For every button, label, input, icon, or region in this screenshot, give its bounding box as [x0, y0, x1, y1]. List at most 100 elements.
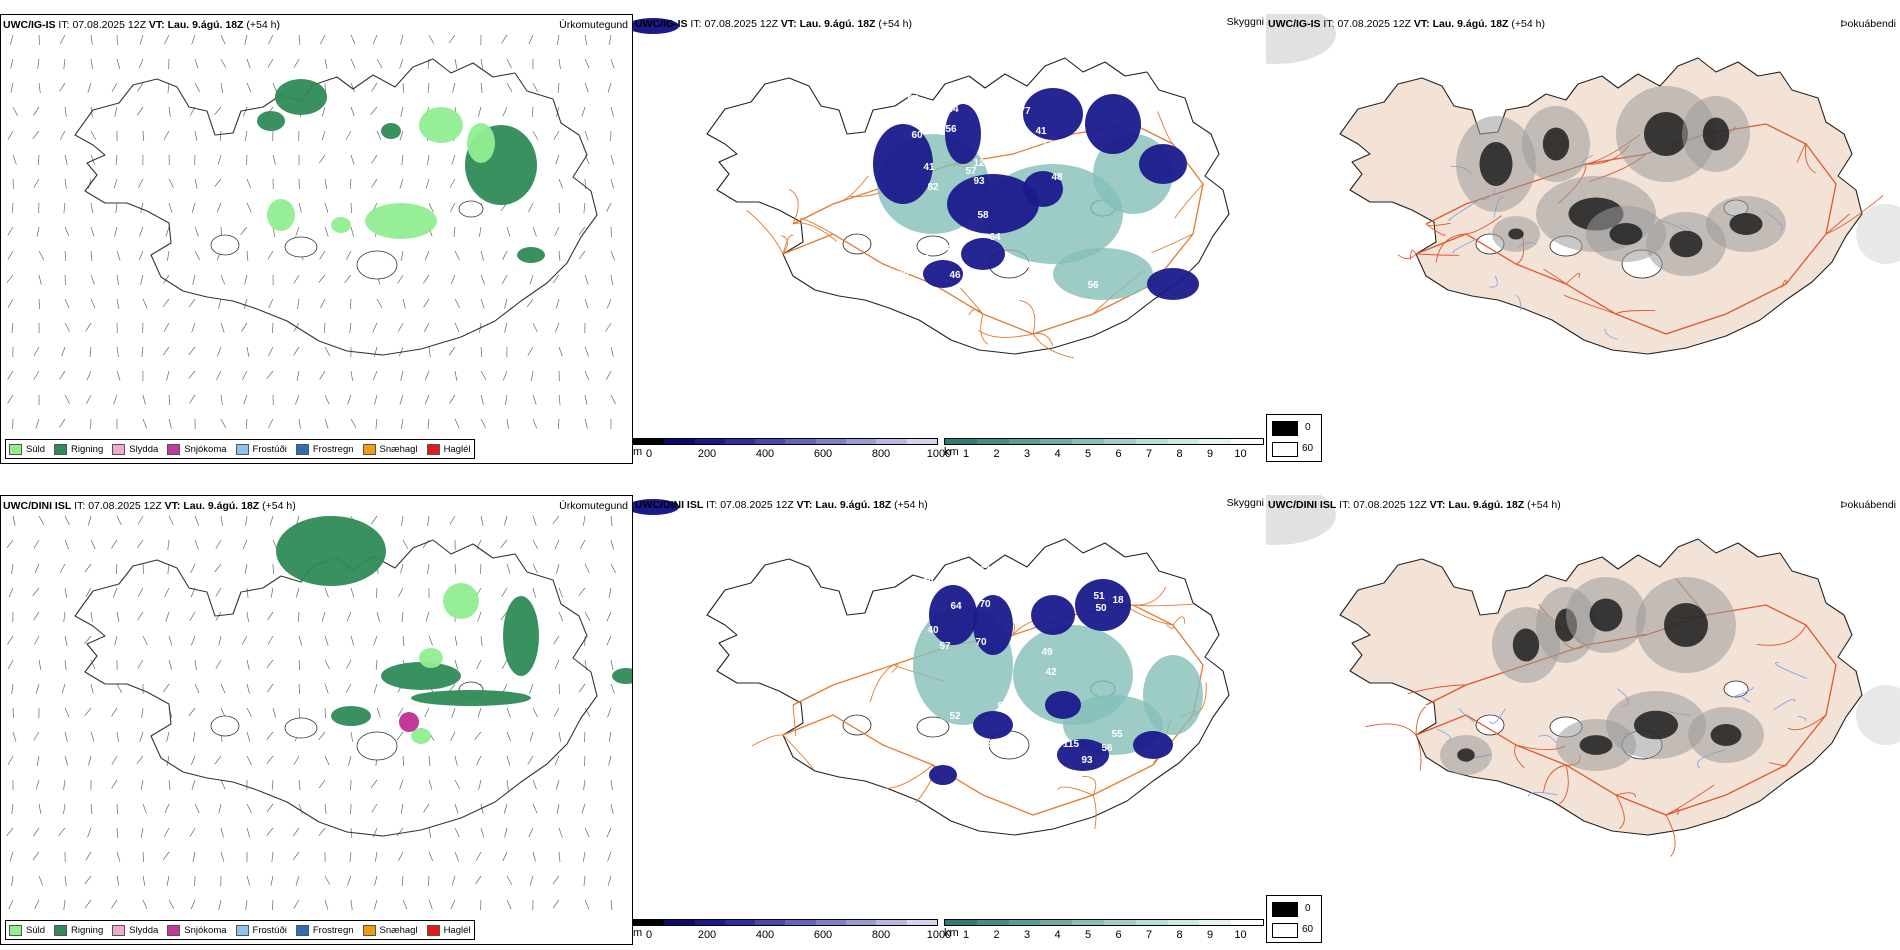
wind-barb — [345, 130, 352, 140]
wind-barb — [450, 274, 456, 285]
wind-barb — [610, 899, 613, 910]
wind-barb — [556, 803, 560, 814]
field-area — [1031, 595, 1075, 635]
wind-barb — [84, 707, 92, 717]
cloud-base-label: 94 — [907, 94, 919, 105]
wind-barb — [140, 202, 144, 213]
wind-barb — [220, 34, 226, 45]
wind-barb — [396, 827, 404, 837]
wind-barb — [59, 418, 66, 428]
wind-barb — [427, 563, 430, 574]
colorbar-strip — [944, 438, 1264, 445]
glacier-outline — [916, 716, 950, 738]
wind-barb — [502, 250, 508, 261]
wind-barb — [321, 130, 326, 141]
wind-barb — [532, 707, 538, 718]
road — [1092, 794, 1097, 830]
wind-barb — [85, 322, 92, 332]
colorbar-bin — [1008, 920, 1041, 925]
wind-barb — [116, 58, 121, 69]
wind-barb — [402, 539, 409, 549]
colorbar-bin — [815, 439, 847, 444]
legend-swatch — [362, 443, 376, 455]
wind-barb — [350, 635, 355, 646]
road — [1756, 624, 1807, 646]
grey-corner — [1856, 685, 1900, 745]
road — [1514, 744, 1525, 769]
cloud-base-label: 60 — [911, 130, 923, 141]
wind-barb — [584, 394, 588, 405]
legend-swatch — [9, 443, 22, 455]
cloud-base-label: 9 — [1024, 260, 1030, 271]
wind-barb — [7, 755, 14, 765]
legend-item: Snjókoma — [167, 443, 227, 455]
colorbar-bin — [1072, 439, 1104, 444]
wind-barb — [142, 418, 147, 429]
field-area — [275, 79, 327, 115]
dark-area — [1729, 213, 1763, 235]
wind-barb — [293, 346, 300, 356]
cover-legend: 0 60 — [1266, 414, 1322, 462]
wind-barb — [115, 202, 118, 213]
wind-barb — [402, 635, 405, 646]
wind-barb — [166, 731, 170, 742]
field-area — [633, 499, 679, 515]
wind-barb — [400, 803, 404, 814]
wind-barb — [295, 226, 300, 237]
cover-map — [1266, 14, 1900, 355]
wind-barb — [246, 803, 252, 814]
wind-barb — [555, 779, 560, 790]
wind-barb — [188, 298, 196, 308]
wind-barb — [84, 563, 92, 573]
field-area — [923, 260, 963, 288]
wind-barb — [554, 539, 560, 550]
wind-barb — [116, 875, 120, 886]
wind-barb — [64, 659, 67, 670]
wind-barb — [448, 34, 456, 44]
wind-barb — [142, 563, 145, 574]
wind-barb — [584, 827, 590, 838]
colorbar-tick: 5 — [1084, 929, 1092, 941]
wind-barb — [246, 202, 252, 213]
wind-barb — [218, 803, 222, 814]
wind-barb — [349, 322, 352, 333]
wind-barb — [449, 202, 456, 212]
wind-barb — [137, 587, 144, 597]
wind-barb — [400, 34, 404, 45]
wind-barb — [502, 274, 508, 285]
cloud-base-label: 48 — [1023, 719, 1035, 730]
wind-barb — [220, 515, 223, 526]
wind-barb — [350, 731, 353, 742]
road — [869, 664, 894, 703]
road — [1615, 792, 1637, 798]
wind-barb — [272, 82, 278, 93]
wind-barb — [298, 659, 301, 670]
wind-barb — [188, 346, 196, 356]
wind-barb — [84, 635, 92, 644]
wind-barb — [607, 82, 612, 93]
wind-barb — [293, 274, 300, 284]
wind-barb — [480, 82, 483, 93]
wind-barb — [63, 202, 66, 213]
wind-barb — [140, 274, 144, 285]
river — [1458, 708, 1475, 723]
dark-area — [1702, 117, 1730, 151]
colorbar-tick: 1 — [962, 448, 970, 460]
coastline — [74, 58, 598, 356]
wind-barb — [7, 394, 14, 404]
colorbar-tick: 200 — [697, 448, 717, 460]
wind-barb — [324, 58, 328, 69]
precip-legend: Súld Rigning Slydda Snjókoma Frostúði Frostre… — [5, 439, 475, 459]
wind-barb — [398, 587, 404, 598]
colorbar-tick: 600 — [813, 929, 833, 941]
wind-barb — [142, 851, 144, 863]
wind-barb — [38, 34, 40, 46]
wind-barb — [64, 322, 70, 333]
river — [1516, 294, 1522, 311]
wind-barb — [532, 851, 536, 862]
cloud-base-label: 47 — [917, 254, 929, 265]
wind-barb — [480, 394, 484, 405]
wind-barb — [268, 418, 274, 429]
wind-barb — [112, 587, 118, 598]
